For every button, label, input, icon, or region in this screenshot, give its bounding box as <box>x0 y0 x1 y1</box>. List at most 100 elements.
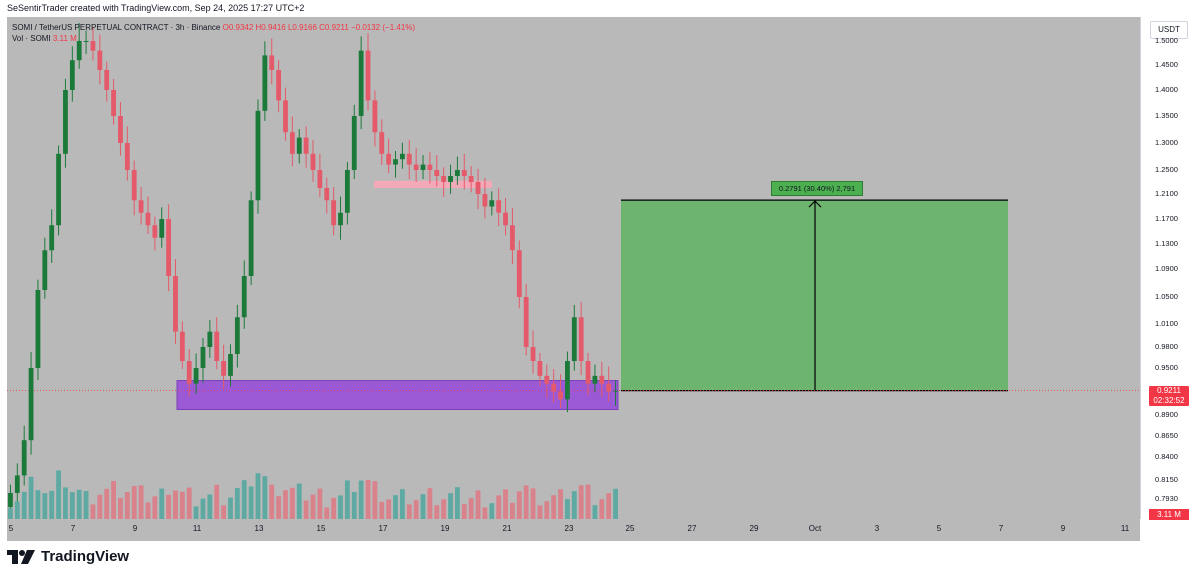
measure-label[interactable]: 0.2791 (30.40%) 2,791 <box>771 181 863 196</box>
time-tick-label: 11 <box>1120 524 1130 533</box>
candle-body <box>234 317 240 354</box>
top-bar: SeSentirTrader created with TradingView.… <box>0 0 1199 17</box>
candle-body <box>544 375 550 384</box>
volume-bar <box>69 492 75 519</box>
candle-body <box>441 176 447 182</box>
volume-bar <box>310 494 316 519</box>
price-tick-label: 0.8400 <box>1155 452 1178 461</box>
price-tick-label: 1.4500 <box>1155 60 1178 69</box>
price-tick-label: 0.9500 <box>1155 363 1178 372</box>
volume-bar <box>228 497 233 519</box>
volume-bar <box>537 505 543 519</box>
volume-bar <box>276 496 282 519</box>
price-tick-label: 0.8150 <box>1155 475 1178 484</box>
volume-bar <box>516 491 522 519</box>
price-tick-label: 1.2100 <box>1155 189 1178 198</box>
volume-bar <box>358 480 364 519</box>
time-tick-label: 23 <box>564 524 574 533</box>
candle-body <box>296 137 302 154</box>
candle-body <box>56 153 61 226</box>
volume-bar <box>475 490 481 519</box>
volume-bar <box>131 486 137 519</box>
volume-bar <box>585 484 591 519</box>
price-tick-label: 1.3500 <box>1155 111 1178 120</box>
candle-body <box>331 200 337 226</box>
candle-body <box>276 70 282 101</box>
price-tick-label: 1.0100 <box>1155 319 1178 328</box>
candle-body <box>468 176 474 182</box>
candle-body <box>475 182 481 194</box>
candle-body <box>592 375 598 384</box>
last-price: 0.9211 <box>1157 386 1181 395</box>
volume-bar <box>83 491 89 519</box>
candle-body <box>166 219 172 276</box>
volume-bar <box>14 501 20 519</box>
candle-body <box>173 276 178 332</box>
candle-body <box>303 137 309 154</box>
candle-body <box>372 100 378 133</box>
candle-body <box>186 361 192 384</box>
candle-body <box>214 331 220 361</box>
candle-body <box>571 317 577 361</box>
volume-bar <box>379 501 385 519</box>
time-tick-label: 13 <box>254 524 264 533</box>
volume-bar <box>544 501 550 519</box>
price-tick-label: 1.1300 <box>1155 239 1178 248</box>
price-axis[interactable] <box>1140 17 1193 519</box>
time-tick-label: 7 <box>998 524 1004 533</box>
candle-body <box>131 170 137 201</box>
chart-legend: SOMI / TetherUS PERPETUAL CONTRACT · 3h … <box>12 22 415 44</box>
volume-bar <box>523 485 529 519</box>
candle-body <box>558 391 563 400</box>
volume-row[interactable]: Vol · SOMI 3.11 M <box>12 33 415 44</box>
tradingview-wordmark: TradingView <box>41 548 130 565</box>
volume-bar <box>262 476 268 519</box>
chart-area[interactable] <box>7 17 1140 519</box>
volume-bar <box>63 487 68 519</box>
volume-bar <box>234 488 240 519</box>
tradingview-logo[interactable]: TradingView <box>7 548 129 565</box>
candle-body <box>145 212 151 226</box>
candle-body <box>152 225 158 238</box>
candle-body <box>63 90 68 154</box>
candlestick-chart[interactable] <box>7 17 1140 519</box>
volume-tag: 3.11 M <box>1149 509 1189 520</box>
candle-body <box>28 368 34 441</box>
volume-bar <box>104 488 110 519</box>
volume-bar <box>90 504 96 519</box>
volume-bar <box>317 488 323 519</box>
time-axis[interactable] <box>7 519 1140 541</box>
candle-body <box>221 361 227 376</box>
volume-bar <box>420 494 426 519</box>
candle-body <box>427 164 433 170</box>
volume-bar <box>21 491 27 519</box>
volume-bar <box>565 499 570 519</box>
candle-body <box>523 297 529 347</box>
volume-bar <box>599 499 605 519</box>
candle-body <box>503 212 508 226</box>
price-tick-label: 0.7930 <box>1155 494 1178 503</box>
time-tick-label: 15 <box>316 524 326 533</box>
candle-body <box>434 170 440 176</box>
candle-body <box>358 50 364 116</box>
volume-bar <box>56 470 61 519</box>
price-tick-label: 1.4000 <box>1155 85 1178 94</box>
symbol-row[interactable]: SOMI / TetherUS PERPETUAL CONTRACT · 3h … <box>12 22 415 33</box>
candle-body <box>35 290 41 368</box>
volume-bar <box>461 504 467 519</box>
currency-button[interactable]: USDT <box>1150 21 1188 39</box>
time-tick-label: 5 <box>936 524 942 533</box>
volume-bar <box>454 487 460 519</box>
time-tick-label: 7 <box>70 524 76 533</box>
price-tick-label: 1.2500 <box>1155 165 1178 174</box>
bar-countdown: 02:32:52 <box>1153 396 1185 405</box>
volume-bar <box>592 505 598 519</box>
time-tick-label: Oct <box>808 524 822 533</box>
time-tick-label: 11 <box>192 524 202 533</box>
volume-bar <box>35 490 41 519</box>
candle-body <box>255 110 261 201</box>
volume-bar <box>42 493 48 519</box>
volume-bar <box>159 488 165 519</box>
candle-body <box>90 41 96 51</box>
volume-bar <box>241 480 247 519</box>
